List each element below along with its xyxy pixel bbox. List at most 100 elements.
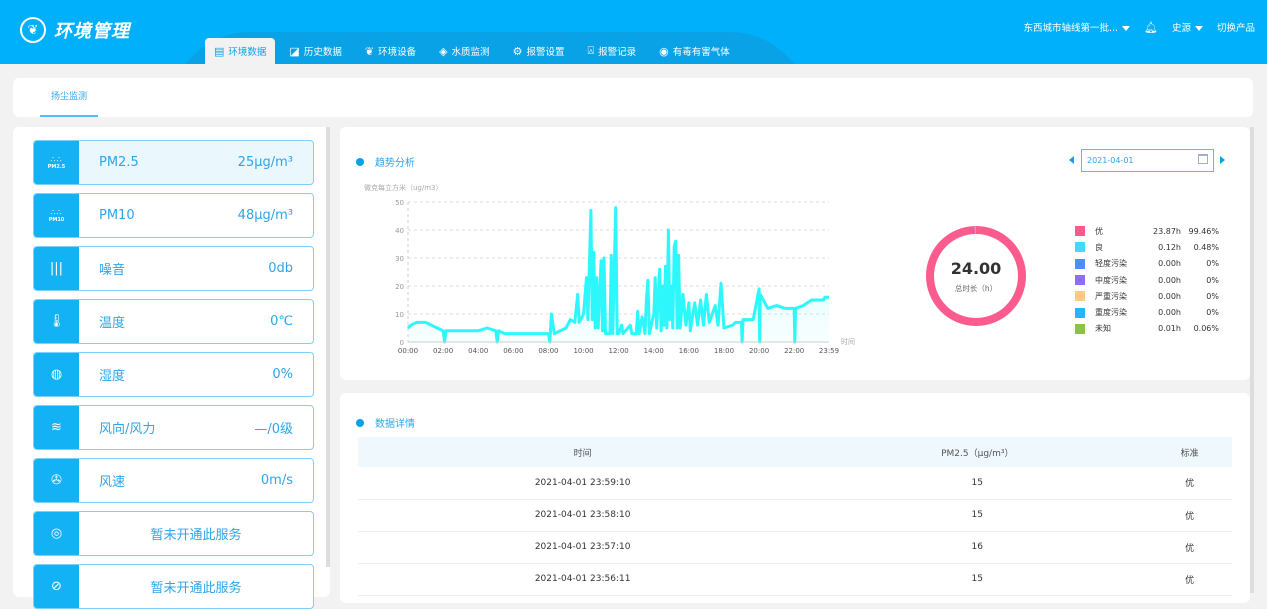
page-scrollbar[interactable] (1250, 127, 1254, 593)
sound-wave-icon: ||| (34, 247, 79, 290)
sub-tab-bar: 扬尘监测 (13, 78, 1253, 117)
legend-swatch (1075, 275, 1085, 286)
prev-date-button[interactable] (1069, 156, 1074, 164)
sensor-card[interactable]: ✇ 风速 0m/s (33, 458, 314, 503)
donut-slice (926, 226, 1026, 326)
pm10-icon: ∴∴ PM10 (34, 194, 79, 237)
legend-item: 良 0.12h 0.48% (1075, 239, 1219, 255)
sensor-value: 0m/s (260, 473, 293, 488)
nav-tab-label: 环境设备 (378, 47, 417, 58)
table-cell: 16 (807, 531, 1148, 564)
caret-down-icon (1194, 26, 1203, 31)
column-header: 时间 (358, 437, 808, 467)
bullet-icon (356, 157, 364, 166)
legend-hours: 0.12h (1158, 242, 1181, 252)
sensor-panel-scrollbar[interactable] (326, 127, 330, 567)
legend-item: 未知 0.01h 0.06% (1075, 321, 1219, 337)
column-header: PM2.5（μg/m³） (807, 437, 1148, 467)
nav-tab-0[interactable]: ▤ 环境数据 (205, 38, 276, 64)
sensor-card[interactable]: ∴∴ PM2.5 PM2.5 25μg/m³ (33, 140, 314, 185)
sensor-card[interactable]: ⊘ 暂未开通此服务 (33, 564, 314, 609)
date-picker[interactable]: 2021-04-01 (1081, 149, 1214, 172)
legend-name: 重度污染 (1095, 308, 1127, 318)
details-table: 时间 PM2.5（μg/m³） 标准 2021-04-01 23:59:10 15 优 20… (358, 437, 1232, 596)
nav-band (170, 32, 810, 64)
series-area (408, 207, 829, 342)
legend-item: 严重污染 0.00h 0% (1075, 288, 1219, 304)
legend-item: 重度污染 0.00h 0% (1075, 304, 1219, 320)
legend-hours: 0.00h (1158, 259, 1181, 269)
legend-pct: 0% (1206, 275, 1219, 285)
nav-tab-1[interactable]: ◪ 历史数据 (280, 38, 350, 64)
donut-legend: 优 23.87h 99.46% 良 0.12h 0.48% 轻度污染 0.00h 0% 中度污染 0… (1075, 223, 1219, 337)
sensor-label: PM10 (99, 208, 135, 223)
legend-name: 良 (1095, 242, 1103, 252)
legend-item: 轻度污染 0.00h 0% (1075, 256, 1219, 272)
legend-swatch (1075, 291, 1085, 302)
y-tick-label: 0 (400, 339, 404, 347)
nav-tab-5[interactable]: ⍓ 报警记录 (578, 38, 645, 64)
org-selector[interactable]: 东西城市轴线第一批... (1023, 20, 1130, 34)
legend-swatch (1075, 242, 1085, 253)
table-row: 2021-04-01 23:56:11 15 优 (358, 563, 1232, 596)
app-logo[interactable]: ❦ 环境管理 (20, 17, 130, 43)
donut-label: 总时长（h） (954, 284, 998, 293)
user-menu[interactable]: 史源 (1172, 20, 1203, 34)
nav-tab-6[interactable]: ◉ 有毒有害气体 (650, 38, 739, 64)
sensor-card[interactable]: ◍ 湿度 0% (33, 352, 314, 397)
top-header: ❦ 环境管理 ▤ 环境数据 ◪ 历史数据 ❦ 环境设备 ◈ 水质监测 ⚙ 报警设置 ⍓ 报警记录 ◉ 有毒… (0, 0, 1267, 64)
app-title: 环境管理 (54, 21, 130, 42)
water-icon: ◈ (439, 44, 448, 58)
x-tick-label: 12:00 (609, 347, 629, 355)
nav-tab-2[interactable]: ❦ 环境设备 (356, 38, 425, 64)
x-tick-label: 00:00 (398, 347, 418, 355)
legend-pct: 0.06% (1193, 324, 1219, 334)
nav-tab-4[interactable]: ⚙ 报警设置 (504, 38, 574, 64)
table-cell: 15 (807, 499, 1148, 532)
legend-swatch (1075, 226, 1085, 237)
sensor-card[interactable]: ≋ 风向/风力 —/0级 (33, 405, 314, 450)
y-tick-label: 50 (395, 199, 404, 207)
next-date-button[interactable] (1220, 156, 1225, 164)
column-header: 标准 (1147, 437, 1232, 467)
table-cell: 优 (1147, 467, 1232, 500)
service-unavailable-text: 暂未开通此服务 (150, 528, 242, 543)
nav-tab-label: 环境数据 (228, 47, 267, 58)
table-cell: 15 (807, 467, 1148, 500)
legend-swatch (1075, 307, 1085, 318)
x-tick-label: 06:00 (503, 347, 523, 355)
legend-pct: 0% (1206, 308, 1219, 318)
legend-hours: 0.00h (1158, 291, 1181, 301)
table-row: 2021-04-01 23:57:10 16 优 (358, 531, 1232, 564)
switch-product-link[interactable]: 切换产品 (1216, 23, 1255, 34)
alarm-icon: ⍓ (587, 44, 595, 57)
y-tick-label: 30 (395, 255, 404, 263)
table-cell: 2021-04-01 23:58:10 (358, 499, 808, 532)
sensor-card[interactable]: ||| 噪音 0db (33, 246, 314, 291)
bell-icon[interactable]: 🔔︎ (1144, 20, 1158, 34)
sensor-card[interactable]: 🌡︎ 温度 0℃ (33, 299, 314, 344)
bullet-icon (356, 418, 364, 427)
wind-direction-icon: ≋ (34, 406, 79, 449)
tab-dust-monitoring[interactable]: 扬尘监测 (40, 78, 98, 117)
chart-icon: ◪ (289, 44, 300, 58)
table-cell: 优 (1147, 499, 1232, 532)
y-axis-label: 微克每立方米（ug/m3） (364, 183, 443, 192)
legend-hours: 0.01h (1158, 324, 1181, 334)
sensor-card[interactable]: ◎ 暂未开通此服务 (33, 511, 314, 556)
legend-swatch (1075, 323, 1085, 334)
fan-icon: ✇ (34, 459, 79, 502)
x-tick-label: 23:59 (819, 347, 839, 355)
sensor-card[interactable]: ∴∴ PM10 PM10 48μg/m³ (33, 193, 314, 238)
trend-chart: 微克每立方米（ug/m3） 0 10 20 30 40 50 00:00 02:00 04:00 0… (364, 183, 855, 355)
trend-title-text: 趋势分析 (375, 158, 415, 169)
x-tick-label: 16:00 (679, 347, 699, 355)
table-cell: 15 (807, 563, 1148, 596)
legend-name: 轻度污染 (1095, 259, 1127, 269)
sensor-label: 风向/风力 (99, 422, 156, 437)
x-tick-label: 22:00 (784, 347, 804, 355)
sensor-value: 0db (268, 261, 293, 276)
nav-tab-3[interactable]: ◈ 水质监测 (430, 38, 498, 64)
main-nav: ▤ 环境数据 ◪ 历史数据 ❦ 环境设备 ◈ 水质监测 ⚙ 报警设置 ⍓ 报警记录 ◉ 有毒有害气体 (205, 38, 744, 64)
x-tick-label: 08:00 (538, 347, 558, 355)
